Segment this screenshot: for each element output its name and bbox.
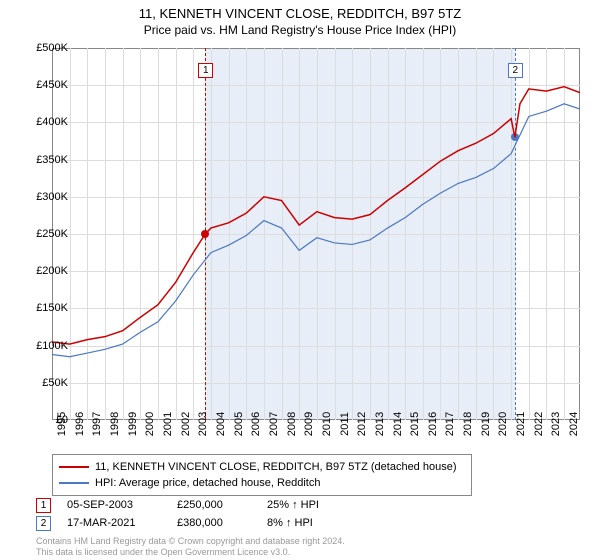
x-axis-label: 2011 [339,412,351,436]
x-axis-label: 1996 [74,412,86,436]
legend-label: HPI: Average price, detached house, Redd… [95,477,320,489]
series-line [52,87,580,344]
title-block: 11, KENNETH VINCENT CLOSE, REDDITCH, B97… [0,0,600,39]
x-axis-label: 2007 [268,412,280,436]
x-axis-label: 2008 [286,412,298,436]
marker-row-price: £250,000 [177,499,267,511]
y-axis-label: £400K [36,116,68,128]
x-axis-label: 2006 [250,412,262,436]
chart-subtitle: Price paid vs. HM Land Registry's House … [0,23,600,37]
y-axis-label: £300K [36,191,68,203]
x-axis-label: 1999 [127,412,139,436]
x-axis-label: 2012 [356,412,368,436]
x-axis-label: 2024 [568,412,580,436]
x-axis-label: 2013 [374,412,386,436]
x-axis-label: 2018 [462,412,474,436]
x-axis-label: 2014 [392,412,404,436]
y-axis-label: £150K [36,302,68,314]
plot-area: 12 [52,48,580,420]
x-axis-label: 2023 [550,412,562,436]
marker-row-price: £380,000 [177,517,267,529]
legend-item: 11, KENNETH VINCENT CLOSE, REDDITCH, B97… [59,459,465,475]
y-axis-label: £200K [36,265,68,277]
series-lines [52,48,580,420]
y-axis-label: £450K [36,79,68,91]
x-axis-label: 2016 [427,412,439,436]
y-axis-label: £250K [36,228,68,240]
legend-swatch [59,482,89,484]
x-axis-label: 2020 [497,412,509,436]
x-axis-label: 1998 [109,412,121,436]
marker-row: 2 17-MAR-2021£380,0008% ↑ HPI [36,514,357,532]
x-axis-label: 2002 [180,412,192,436]
x-axis-label: 2021 [515,412,527,436]
marker-table: 1 05-SEP-2003£250,00025% ↑ HPI 2 17-MAR-202… [36,496,357,532]
x-axis-label: 2005 [233,412,245,436]
marker-row-badge: 1 [36,498,51,513]
x-axis-label: 2022 [533,412,545,436]
marker-row-date: 17-MAR-2021 [67,517,177,529]
footer-line-2: This data is licensed under the Open Gov… [36,547,345,557]
y-axis-label: £500K [36,42,68,54]
legend: 11, KENNETH VINCENT CLOSE, REDDITCH, B97… [52,454,472,496]
x-axis-label: 2000 [144,412,156,436]
x-axis-label: 2003 [197,412,209,436]
marker-row-date: 05-SEP-2003 [67,499,177,511]
legend-item: HPI: Average price, detached house, Redd… [59,475,465,491]
series-line [52,104,580,357]
marker-row: 1 05-SEP-2003£250,00025% ↑ HPI [36,496,357,514]
x-axis-label: 2019 [480,412,492,436]
footer-line-1: Contains HM Land Registry data © Crown c… [36,536,345,546]
marker-row-pct: 8% ↑ HPI [267,517,357,529]
x-axis-label: 2004 [215,412,227,436]
y-axis-label: £350K [36,154,68,166]
marker-row-pct: 25% ↑ HPI [267,499,357,511]
y-axis-label: £50K [42,377,68,389]
chart-container: 11, KENNETH VINCENT CLOSE, REDDITCH, B97… [0,0,600,560]
x-axis-label: 1995 [56,412,68,436]
x-axis-label: 2009 [303,412,315,436]
x-axis-label: 1997 [91,412,103,436]
legend-label: 11, KENNETH VINCENT CLOSE, REDDITCH, B97… [95,461,457,473]
x-axis-label: 2015 [409,412,421,436]
footer-attribution: Contains HM Land Registry data © Crown c… [36,536,345,557]
chart-title: 11, KENNETH VINCENT CLOSE, REDDITCH, B97… [0,6,600,21]
x-axis-label: 2001 [162,412,174,436]
marker-row-badge: 2 [36,516,51,531]
x-axis-label: 2017 [444,412,456,436]
legend-swatch [59,466,89,468]
y-axis-label: £100K [36,340,68,352]
x-axis-label: 2010 [321,412,333,436]
